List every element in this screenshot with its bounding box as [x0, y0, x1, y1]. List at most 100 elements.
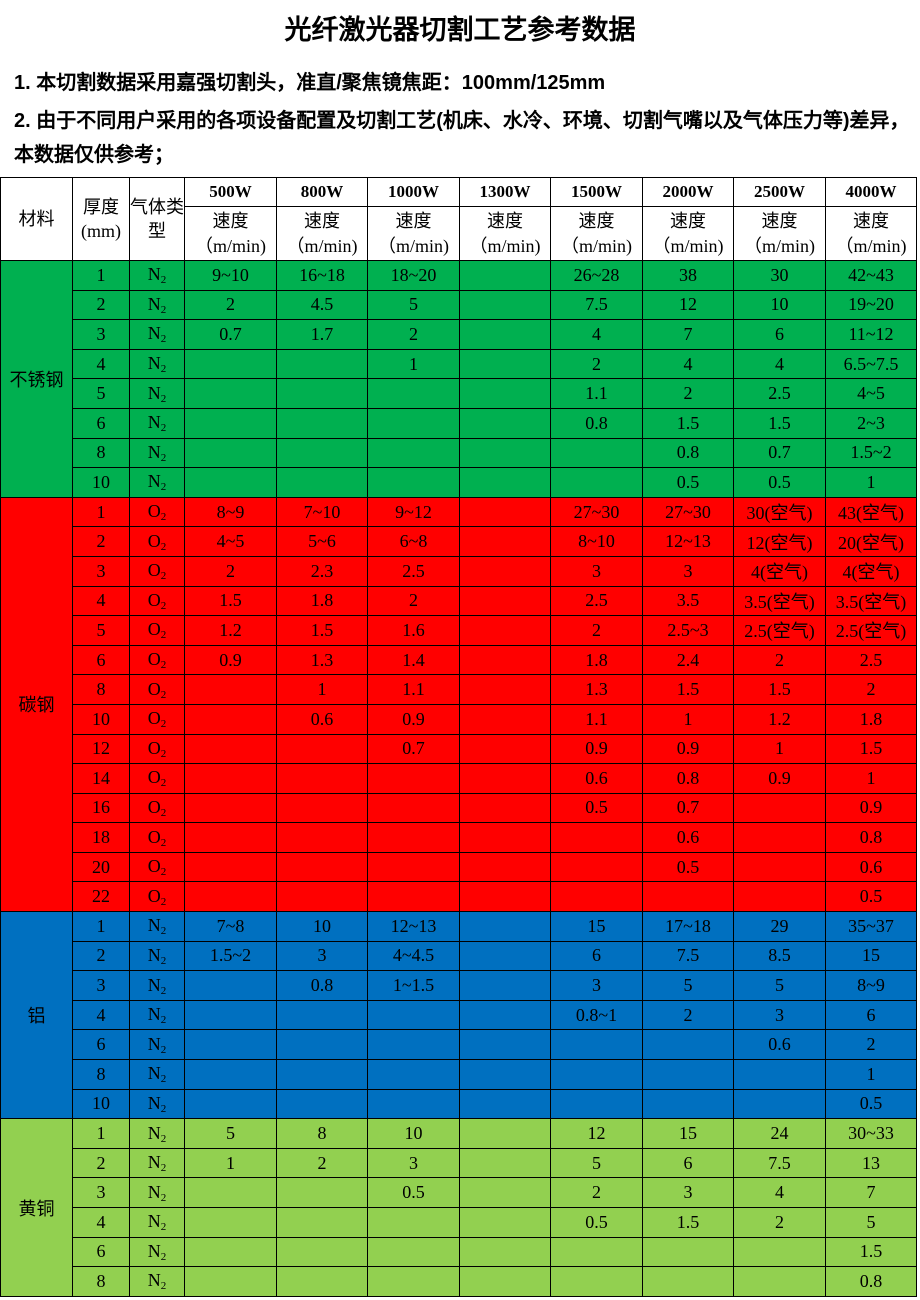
speed-cell — [459, 378, 551, 409]
gas-cell: O2 — [129, 733, 185, 765]
gas-cell: N2 — [129, 1088, 185, 1120]
speed-cell: 6~8 — [367, 526, 460, 557]
speed-cell: 30~33 — [825, 1118, 917, 1149]
speed-cell — [276, 348, 368, 380]
speed-cell: 2 — [550, 1177, 643, 1208]
speed-cell — [276, 1236, 368, 1268]
speed-cell: 1 — [642, 703, 734, 735]
table-row: 8 N2 0.8 — [0, 1266, 917, 1297]
speed-cell — [367, 881, 460, 913]
speed-cell: 0.5 — [550, 1207, 643, 1238]
speed-cell: 4 — [733, 1177, 826, 1208]
speed-cell — [459, 437, 551, 469]
speed-cell: 18~20 — [367, 260, 460, 291]
speed-cell — [367, 1236, 460, 1268]
gas-cell: N2 — [129, 940, 185, 972]
speed-cell: 2 — [733, 644, 826, 676]
thickness-cell: 6 — [72, 644, 130, 676]
speed-cell: 3 — [642, 1177, 734, 1208]
thickness-cell: 20 — [72, 851, 130, 883]
speed-cell: 10 — [733, 289, 826, 321]
gas-cell: N2 — [129, 319, 185, 350]
thickness-cell: 4 — [72, 348, 130, 380]
speed-cell: 24 — [733, 1118, 826, 1149]
thickness-cell: 4 — [72, 999, 130, 1031]
speed-cell: 6 — [825, 999, 917, 1031]
gas-cell: N2 — [129, 970, 185, 1001]
speed-cell: 15 — [550, 911, 643, 942]
speed-cell — [550, 1266, 643, 1297]
speed-cell — [184, 674, 277, 705]
gas-cell: O2 — [129, 615, 185, 646]
speed-cell — [642, 1236, 734, 1268]
material-cell: 碳钢 — [0, 496, 73, 913]
header-speed: 速度 （m/min) — [550, 206, 643, 261]
thickness-cell: 10 — [72, 1088, 130, 1120]
note-2: 2. 由于不同用户采用的各项设备配置及切割工艺(机床、水冷、环境、切割气嘴以及气… — [14, 110, 910, 166]
speed-cell: 38 — [642, 260, 734, 291]
speed-cell: 7 — [825, 1177, 917, 1208]
speed-cell: 7~10 — [276, 496, 368, 528]
speed-cell — [733, 822, 826, 853]
thickness-cell: 5 — [72, 615, 130, 646]
speed-cell — [276, 763, 368, 794]
gas-cell: O2 — [129, 526, 185, 557]
speed-cell: 1.5~2 — [825, 437, 917, 469]
speed-cell: 1.1 — [367, 674, 460, 705]
page-title: 光纤激光器切割工艺参考数据 — [284, 15, 636, 45]
speed-cell — [550, 1236, 643, 1268]
speed-cell — [367, 763, 460, 794]
table-row: 8 N2 1 — [0, 1059, 917, 1090]
speed-label: 速度 — [761, 210, 798, 231]
table-row: 12 O2 0.7 0.9 0.9 1 1.5 — [0, 733, 917, 765]
speed-cell — [367, 999, 460, 1031]
speed-cell: 6 — [642, 1147, 734, 1179]
speed-cell — [276, 1059, 368, 1090]
speed-cell — [459, 911, 551, 942]
speed-cell: 2 — [642, 999, 734, 1031]
speed-cell: 2.5~3 — [642, 615, 734, 646]
gas-cell: N2 — [129, 1147, 185, 1179]
speed-cell — [184, 1236, 277, 1268]
speed-cell — [184, 1088, 277, 1120]
speed-cell: 1.6 — [367, 615, 460, 646]
speed-cell: 1.5 — [642, 407, 734, 439]
speed-cell — [550, 881, 643, 913]
table-row: 3 N2 0.7 1.7 2 4 7 6 11~12 — [0, 319, 917, 350]
speed-cell: 30(空气) — [733, 496, 826, 528]
speed-cell: 0.7 — [642, 792, 734, 824]
gas-cell: O2 — [129, 851, 185, 883]
speed-cell — [367, 1029, 460, 1061]
speed-cell: 6.5~7.5 — [825, 348, 917, 380]
table-row: 碳钢 1 O2 8~9 7~10 9~12 27~30 27~30 30(空气) 43(空气) — [0, 496, 917, 913]
speed-cell: 5~6 — [276, 526, 368, 557]
gas-cell: N2 — [129, 348, 185, 380]
speed-cell: 26~28 — [550, 260, 643, 291]
speed-unit: （m/min) — [835, 235, 907, 256]
table-row: 5 O2 1.2 1.5 1.6 2 2.5~3 2.5(空气) 2.5(空气) — [0, 615, 917, 646]
speed-cell — [184, 1029, 277, 1061]
table-row: 4 N2 0.5 1.5 2 5 — [0, 1207, 917, 1238]
speed-label: 速度 — [670, 210, 706, 231]
speed-cell — [184, 1059, 277, 1090]
speed-cell — [459, 822, 551, 853]
speed-cell — [367, 1207, 460, 1238]
speed-cell: 4~5 — [825, 378, 917, 409]
speed-cell — [459, 940, 551, 972]
speed-cell: 2.5 — [550, 585, 643, 617]
gas-cell: O2 — [129, 496, 185, 528]
thickness-cell: 22 — [72, 881, 130, 913]
table-row: 10 N2 0.5 0.5 1 — [0, 467, 917, 498]
speed-label: 速度 — [578, 210, 615, 231]
speed-cell — [367, 851, 460, 883]
speed-cell — [459, 407, 551, 439]
speed-cell — [459, 999, 551, 1031]
speed-cell — [459, 970, 551, 1001]
thickness-cell: 1 — [72, 496, 130, 528]
speed-cell: 2 — [276, 1147, 368, 1179]
speed-cell: 42~43 — [825, 260, 917, 291]
speed-cell — [184, 437, 277, 469]
speed-cell: 1.8 — [550, 644, 643, 676]
speed-cell: 1.5~2 — [184, 940, 277, 972]
speed-cell — [184, 467, 277, 498]
